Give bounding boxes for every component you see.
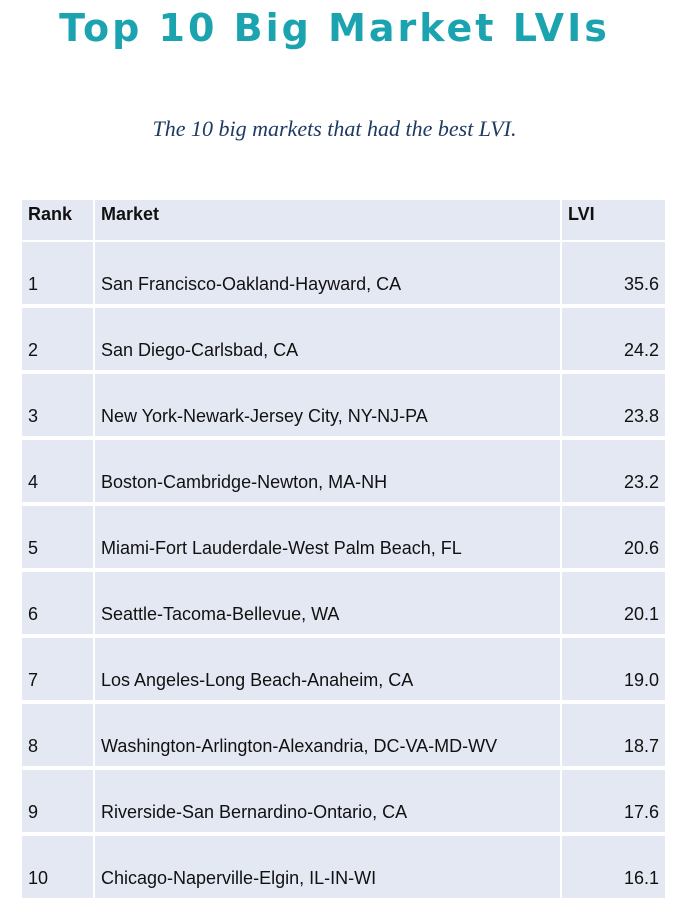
table-row: 10 Chicago-Naperville-Elgin, IL-IN-WI 16…: [22, 834, 665, 902]
table-row: 3 New York-Newark-Jersey City, NY-NJ-PA …: [22, 372, 665, 440]
table-row: 7 Los Angeles-Long Beach-Anaheim, CA 19.…: [22, 636, 665, 704]
market-cell: Miami-Fort Lauderdale-West Palm Beach, F…: [93, 504, 562, 572]
table-row: 5 Miami-Fort Lauderdale-West Palm Beach,…: [22, 504, 665, 572]
lvi-cell: 23.2: [561, 438, 665, 506]
market-cell: Boston-Cambridge-Newton, MA-NH: [93, 438, 562, 506]
lvi-cell: 35.6: [561, 241, 665, 308]
lvi-cell: 20.6: [561, 504, 665, 572]
lvi-cell: 16.1: [561, 834, 665, 902]
rank-cell: 8: [22, 702, 94, 770]
rank-cell: 7: [22, 636, 94, 704]
rank-cell: 10: [22, 834, 94, 902]
table-row: 2 San Diego-Carlsbad, CA 24.2: [22, 306, 665, 374]
market-cell: Riverside-San Bernardino-Ontario, CA: [93, 768, 562, 836]
table-row: 6 Seattle-Tacoma-Bellevue, WA 20.1: [22, 570, 665, 638]
market-cell: New York-Newark-Jersey City, NY-NJ-PA: [93, 372, 562, 440]
table-row: 4 Boston-Cambridge-Newton, MA-NH 23.2: [22, 438, 665, 506]
header-market: Market: [93, 200, 562, 242]
page-subtitle: The 10 big markets that had the best LVI…: [152, 116, 517, 141]
table-row: 9 Riverside-San Bernardino-Ontario, CA 1…: [22, 768, 665, 836]
rank-cell: 1: [22, 241, 94, 308]
lvi-cell: 18.7: [561, 702, 665, 770]
market-cell: Los Angeles-Long Beach-Anaheim, CA: [93, 636, 562, 704]
lvi-table: Rank Market LVI 1 San Francisco-Oakland-…: [22, 200, 665, 902]
lvi-cell: 17.6: [561, 768, 665, 836]
page-title: Top 10 Big Market LVIs: [59, 6, 610, 50]
market-cell: San Diego-Carlsbad, CA: [93, 306, 562, 374]
rank-cell: 2: [22, 306, 94, 374]
rank-cell: 5: [22, 504, 94, 572]
table-row: 8 Washington-Arlington-Alexandria, DC-VA…: [22, 702, 665, 770]
rank-cell: 4: [22, 438, 94, 506]
market-cell: San Francisco-Oakland-Hayward, CA: [93, 241, 562, 308]
rank-cell: 9: [22, 768, 94, 836]
market-cell: Washington-Arlington-Alexandria, DC-VA-M…: [93, 702, 562, 770]
table-row: 1 San Francisco-Oakland-Hayward, CA 35.6: [22, 241, 665, 308]
rank-cell: 6: [22, 570, 94, 638]
lvi-cell: 24.2: [561, 306, 665, 374]
market-cell: Seattle-Tacoma-Bellevue, WA: [93, 570, 562, 638]
lvi-cell: 23.8: [561, 372, 665, 440]
header-rank: Rank: [22, 200, 94, 242]
lvi-cell: 20.1: [561, 570, 665, 638]
table-header-row: Rank Market LVI: [22, 200, 665, 242]
rank-cell: 3: [22, 372, 94, 440]
market-cell: Chicago-Naperville-Elgin, IL-IN-WI: [93, 834, 562, 902]
header-lvi: LVI: [561, 200, 665, 242]
lvi-cell: 19.0: [561, 636, 665, 704]
